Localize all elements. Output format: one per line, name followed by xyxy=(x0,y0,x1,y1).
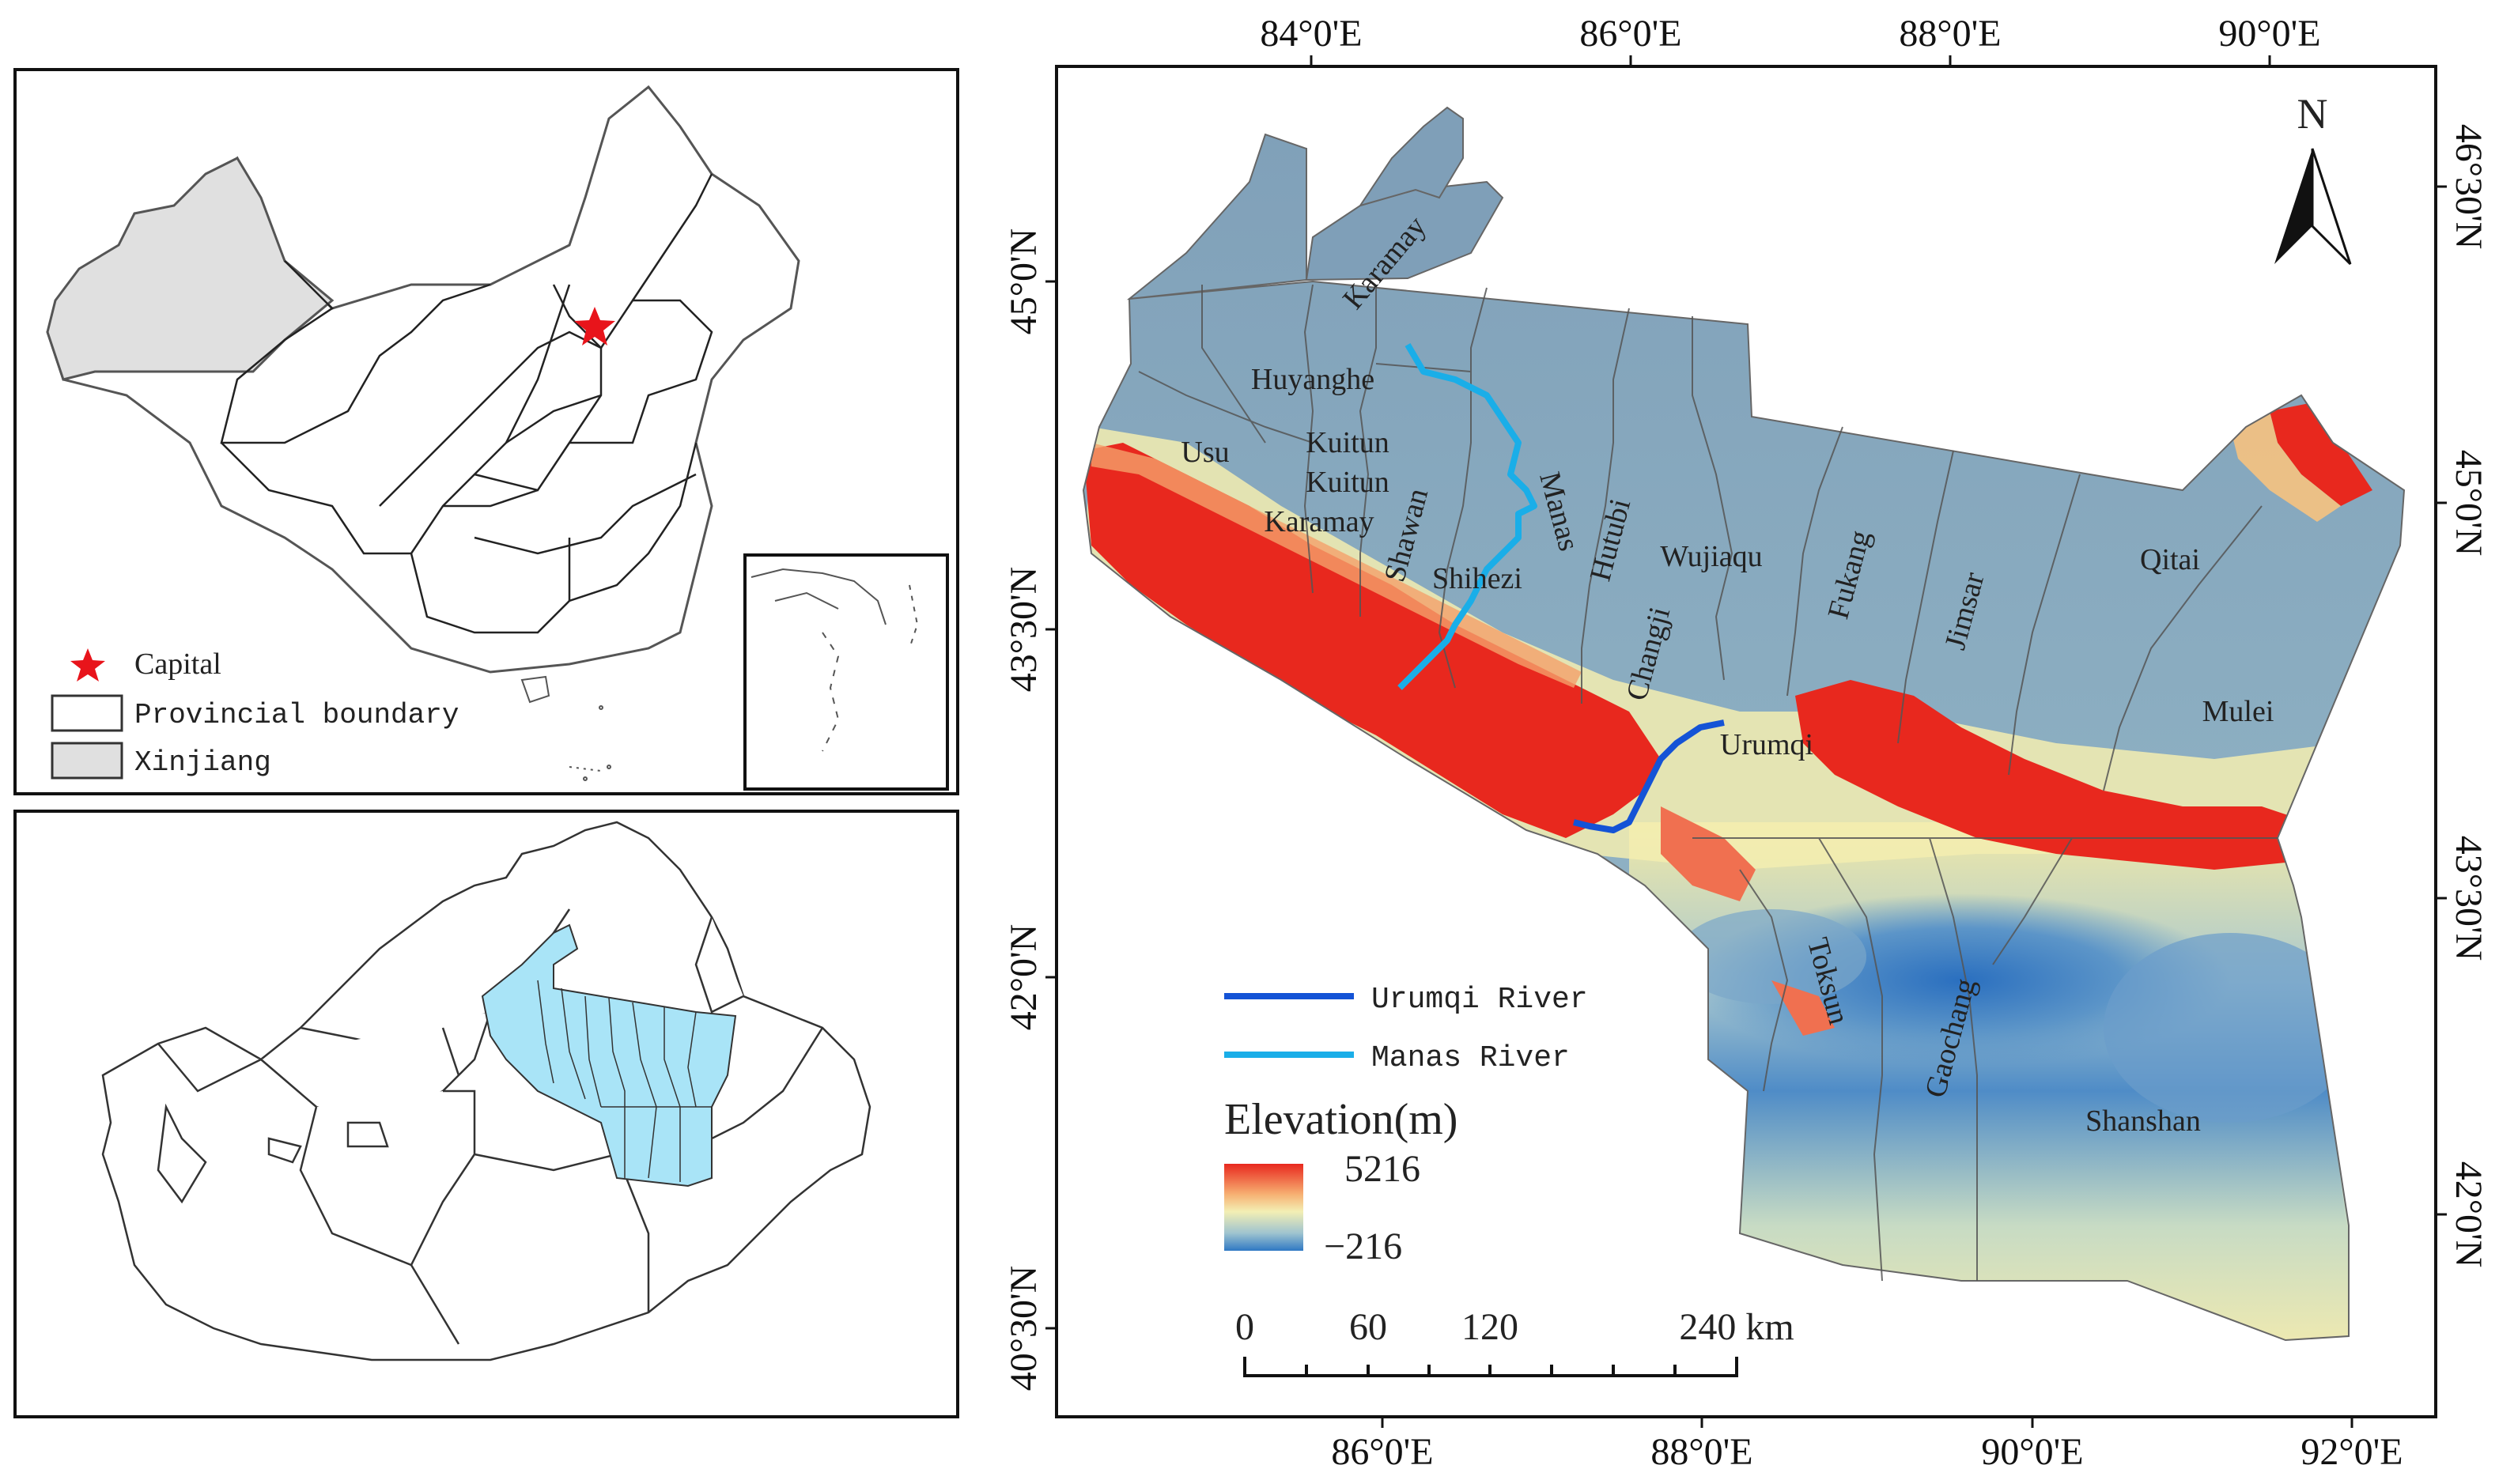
legend-elevation-title: Elevation(m) xyxy=(1224,1095,1457,1144)
legend-xinjiang-label: Xinjiang xyxy=(134,746,271,779)
island-marks xyxy=(520,675,611,781)
scale-label-0: 0 xyxy=(1235,1306,1254,1348)
provincial-boundaries xyxy=(220,173,713,634)
capital-star-icon xyxy=(574,307,615,346)
karamay-north-lobe xyxy=(1305,180,1504,281)
place-urumqi: Urumqi xyxy=(1720,728,1813,761)
legend-xinjiang-swatch xyxy=(51,742,123,780)
place-kuitun-1: Kuitun xyxy=(1306,426,1389,459)
legend-manas-river-label: Manas River xyxy=(1371,1041,1570,1075)
top-axis-labels: 84°0'E 86°0'E 88°0'E 90°0'E xyxy=(1260,13,2320,55)
place-qitai: Qitai xyxy=(2140,543,2200,576)
study-area-highlight xyxy=(481,923,737,1188)
bottom-axis-labels: 86°0'E 88°0'E 90°0'E 92°0'E xyxy=(1331,1431,2403,1473)
bottom-tick-92e: 92°0'E xyxy=(2301,1431,2403,1473)
left-axis-labels: 45°0'N 43°30'N 42°0'N 40°30'N xyxy=(1003,228,1045,1391)
place-shanshan: Shanshan xyxy=(2085,1105,2201,1138)
right-axis-labels: 46°30'N 45°0'N 43°30'N 42°0'N xyxy=(2448,124,2490,1268)
right-tick-43-30n: 43°30'N xyxy=(2448,836,2490,961)
top-tick-86e: 86°0'E xyxy=(1579,13,1681,55)
legend-provincial-swatch xyxy=(51,694,123,732)
main-legend: Urumqi River Manas River Elevation(m) 52… xyxy=(1224,983,1588,1267)
place-shihezi: Shihezi xyxy=(1432,562,1522,595)
bottom-tick-90e: 90°0'E xyxy=(1981,1431,2083,1473)
legend-provincial-label: Provincial boundary xyxy=(134,699,459,731)
north-arrow: N xyxy=(2274,90,2352,266)
inset-coastline xyxy=(750,568,919,752)
place-wujiaqu: Wujiaqu xyxy=(1660,540,1762,573)
urumqi-river xyxy=(1573,719,1725,833)
place-kuitun-2: Kuitun xyxy=(1306,466,1389,499)
scale-label-60: 60 xyxy=(1349,1306,1387,1348)
overview-legend: Capital Provincial boundary Xinjiang xyxy=(51,648,459,780)
right-tick-46-30n: 46°30'N xyxy=(2448,124,2490,250)
xinjiang-region xyxy=(46,157,335,381)
left-tick-45n: 45°0'N xyxy=(1003,228,1045,335)
county-boundaries xyxy=(1138,284,2278,1282)
legend-elevation-max: 5216 xyxy=(1344,1148,1420,1190)
place-huyanghe: Huyanghe xyxy=(1251,363,1374,396)
north-arrow-label: N xyxy=(2297,90,2328,138)
left-tick-42n: 42°0'N xyxy=(1003,924,1045,1031)
legend-elevation-min: −216 xyxy=(1324,1225,1402,1267)
scale-label-240: 240 km xyxy=(1679,1306,1794,1348)
legend-capital-star-icon xyxy=(70,648,105,682)
manas-river xyxy=(1397,342,1537,690)
place-karamay-south: Karamay xyxy=(1264,505,1374,538)
right-tick-42n: 42°0'N xyxy=(2448,1161,2490,1268)
legend-elevation-ramp xyxy=(1224,1164,1303,1251)
left-tick-40-30n: 40°30'N xyxy=(1003,1266,1045,1391)
place-usu: Usu xyxy=(1181,436,1229,469)
karamay-tip xyxy=(1358,106,1464,207)
left-tick-43-30n: 43°30'N xyxy=(1003,567,1045,693)
north-arrow-icon xyxy=(2274,149,2312,264)
legend-capital-label: Capital xyxy=(134,648,221,681)
top-tick-84e: 84°0'E xyxy=(1260,13,1362,55)
scale-bar: 0 60 120 240 km xyxy=(1235,1306,1794,1377)
bottom-tick-86e: 86°0'E xyxy=(1331,1431,1433,1473)
place-mulei: Mulei xyxy=(2202,695,2274,728)
scale-label-120: 120 xyxy=(1461,1306,1518,1348)
top-tick-88e: 88°0'E xyxy=(1899,13,2001,55)
bottom-tick-88e: 88°0'E xyxy=(1650,1431,1752,1473)
axis-ticks xyxy=(1045,55,2447,1428)
right-tick-45n: 45°0'N xyxy=(2448,450,2490,557)
legend-urumqi-river-label: Urumqi River xyxy=(1371,983,1588,1017)
top-tick-90e: 90°0'E xyxy=(2218,13,2320,55)
study-area-county-lines xyxy=(537,980,712,1182)
south-china-sea-inset xyxy=(743,553,949,791)
